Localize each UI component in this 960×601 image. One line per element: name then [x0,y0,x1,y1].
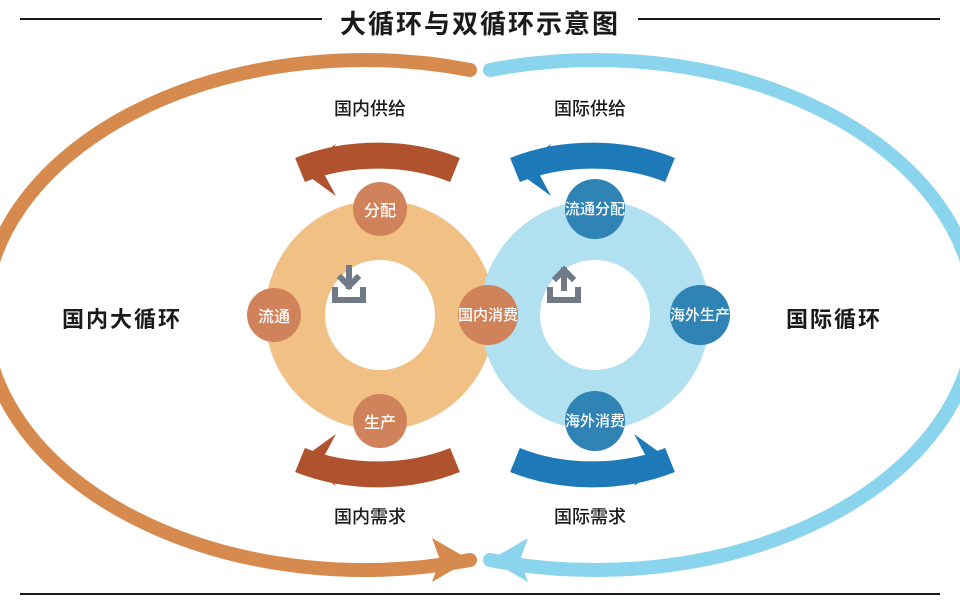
node-production: 生产 [353,394,407,448]
label-domestic-supply: 国内供给 [310,95,430,121]
label-domestic-circulation: 国内大循环 [62,302,182,334]
label-domestic-demand: 国内需求 [310,503,430,529]
node-overseas-production: 海外生产 [670,285,730,345]
label-international-circulation: 国际循环 [786,302,882,334]
node-overseas-consumption: 海外消费 [565,391,625,451]
download-icon [325,260,373,308]
ring-international-inner [540,260,650,370]
label-international-supply: 国际供给 [530,95,650,121]
node-circ-dist: 流通分配 [565,179,625,239]
upload-icon [540,260,588,308]
ring-domestic-inner [325,260,435,370]
node-distribution: 分配 [353,182,407,236]
node-circulation: 流通 [247,288,301,342]
diagram-canvas: 大循环与双循环示意图 国内大循环 国际循环 国内供给 国际供给 国内需求 国际需… [0,0,960,601]
label-international-demand: 国际需求 [530,503,650,529]
node-domestic-consumption: 国内消费 [458,285,518,345]
